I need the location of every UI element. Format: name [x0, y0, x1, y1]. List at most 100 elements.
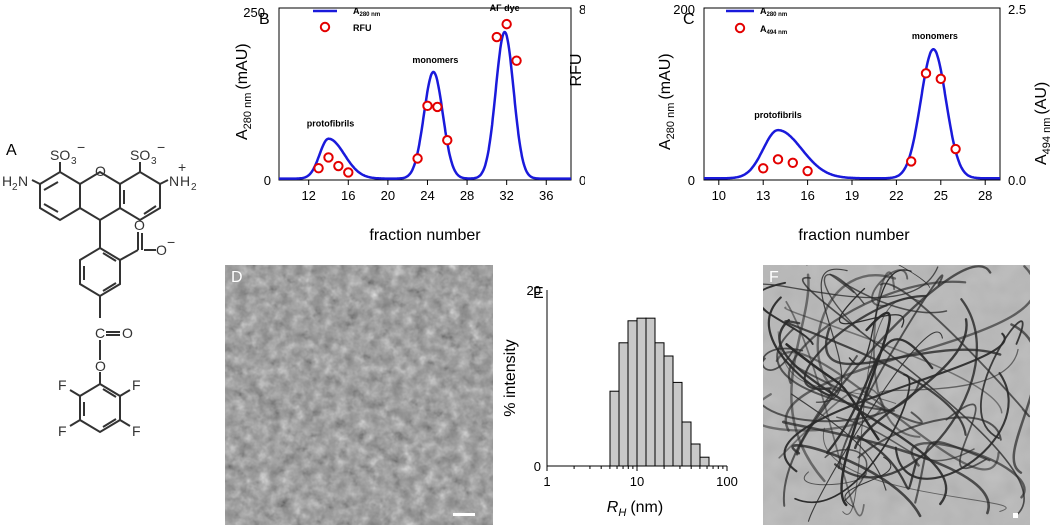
data-point: [920, 68, 932, 79]
svg-text:O: O: [134, 217, 145, 233]
data-point: [333, 160, 344, 172]
fibril: [782, 420, 990, 515]
fibril: [872, 271, 921, 438]
svg-text:O: O: [95, 163, 106, 179]
fibril: [829, 273, 948, 314]
histogram-bar: [645, 317, 656, 467]
panel-label-b: B: [259, 11, 270, 28]
fibril: [785, 343, 880, 441]
svg-text:−: −: [167, 234, 175, 250]
chemical-structure: A: [2, 139, 197, 439]
panel-a: A: [0, 120, 225, 520]
x-tick-label: 25: [934, 188, 948, 203]
fibril: [763, 266, 939, 314]
micrograph-d-texture: [225, 265, 493, 525]
y-tick-top: 250: [243, 5, 265, 20]
x-tick-label: 16: [341, 188, 355, 203]
y-tick-top: 200: [673, 2, 695, 17]
x-tick-label: 28: [460, 188, 474, 203]
histogram-bar: [690, 443, 701, 467]
peak-annotation: monomers: [412, 55, 458, 65]
svg-text:F: F: [132, 423, 141, 439]
panel-b: B 12 16 20 24 28 32 36 protofibrils monomers AF …: [225, 0, 601, 250]
chart-c: C 10 13 16 19 22 25 28 protofibrils monomers A2…: [657, 2, 1050, 244]
y-tick-top: 20: [527, 283, 541, 298]
x-tick-label: 32: [499, 188, 513, 203]
x-tick-label: 1: [543, 474, 550, 489]
y-axis-label: A280 nm(mAU): [234, 43, 254, 140]
svg-text:O: O: [156, 242, 167, 258]
x-tick-label: 100: [716, 474, 738, 489]
panel-label-a: A: [6, 142, 17, 159]
fibril: [783, 332, 1006, 473]
histogram-bar: [609, 390, 620, 467]
x-tick-label: 36: [539, 188, 553, 203]
peak-annotation: protofibrils: [754, 110, 802, 120]
fibril: [856, 434, 918, 490]
legend: A280 nm RFU: [313, 6, 380, 33]
x-tick-label: 22: [889, 188, 903, 203]
y2-tick-bottom: 0.0: [1008, 173, 1026, 188]
legend: A280 nm A494 nm: [726, 6, 787, 36]
data-point: [343, 167, 354, 178]
x-tick-label: 24: [420, 188, 434, 203]
svg-text:H: H: [2, 173, 12, 189]
fibril: [840, 311, 891, 507]
svg-text:C: C: [95, 325, 105, 341]
chart-b: B 12 16 20 24 28 32 36 protofibrils monomers AF …: [234, 2, 601, 244]
data-point: [935, 73, 946, 85]
x-tick-label: 12: [301, 188, 315, 203]
micrograph-f: F: [763, 265, 1030, 525]
svg-text:2: 2: [12, 182, 18, 193]
data-point: [772, 154, 784, 165]
data-point: [906, 156, 917, 167]
data-point: [432, 101, 443, 113]
peak-annotation: monomers: [912, 31, 958, 41]
histogram-bar: [699, 456, 710, 467]
y-axis-label: % intensity: [502, 339, 519, 416]
histogram-bar: [663, 355, 674, 467]
panel-label-e: E: [533, 285, 544, 302]
data-point: [950, 143, 961, 155]
x-tick-label: 10: [630, 474, 644, 489]
svg-text:O: O: [95, 358, 106, 374]
x-axis-label: fraction number: [369, 227, 481, 244]
fibril: [823, 273, 865, 331]
fibril: [787, 280, 967, 384]
x-tick-label: 19: [845, 188, 859, 203]
structure-bonds: [31, 162, 169, 434]
data-point: [422, 100, 433, 112]
x-tick-label: 16: [800, 188, 814, 203]
panel-c: C 10 13 16 19 22 25 28 protofibrils monomers A2…: [650, 0, 1050, 250]
fibril-network: [763, 265, 1030, 522]
svg-text:F: F: [58, 423, 67, 439]
fibril: [777, 331, 897, 404]
panel-label-c: C: [683, 11, 695, 28]
data-point: [313, 162, 324, 174]
data-point: [511, 55, 522, 66]
scale-bar: [453, 513, 475, 516]
legend-marker-swatch: [319, 21, 331, 33]
data-point: [758, 163, 769, 174]
svg-text:−: −: [77, 139, 85, 155]
peak-annotation: AF dye: [490, 3, 520, 13]
legend-label-a280: A280 nm: [353, 6, 380, 18]
fibril: [838, 287, 905, 328]
panel-label-f: F: [769, 269, 779, 286]
x-tick-label: 10: [712, 188, 726, 203]
y2-axis-label: RFU: [568, 54, 585, 87]
chart-e: E 1 10 100 20 0 % intensity RH (nm): [502, 283, 738, 519]
fibril: [778, 318, 948, 506]
svg-text:SO: SO: [130, 147, 150, 163]
micrograph-f-texture: [763, 265, 1030, 525]
data-point: [442, 135, 453, 146]
plot-frame: [278, 7, 572, 181]
svg-text:2: 2: [191, 182, 197, 193]
fibril: [784, 320, 967, 436]
micrograph-d: D: [225, 265, 493, 525]
fibril: [794, 373, 911, 503]
svg-text:N: N: [169, 173, 179, 189]
svg-text:SO: SO: [50, 147, 70, 163]
fibril: [879, 282, 1030, 418]
fibril: [804, 470, 867, 486]
